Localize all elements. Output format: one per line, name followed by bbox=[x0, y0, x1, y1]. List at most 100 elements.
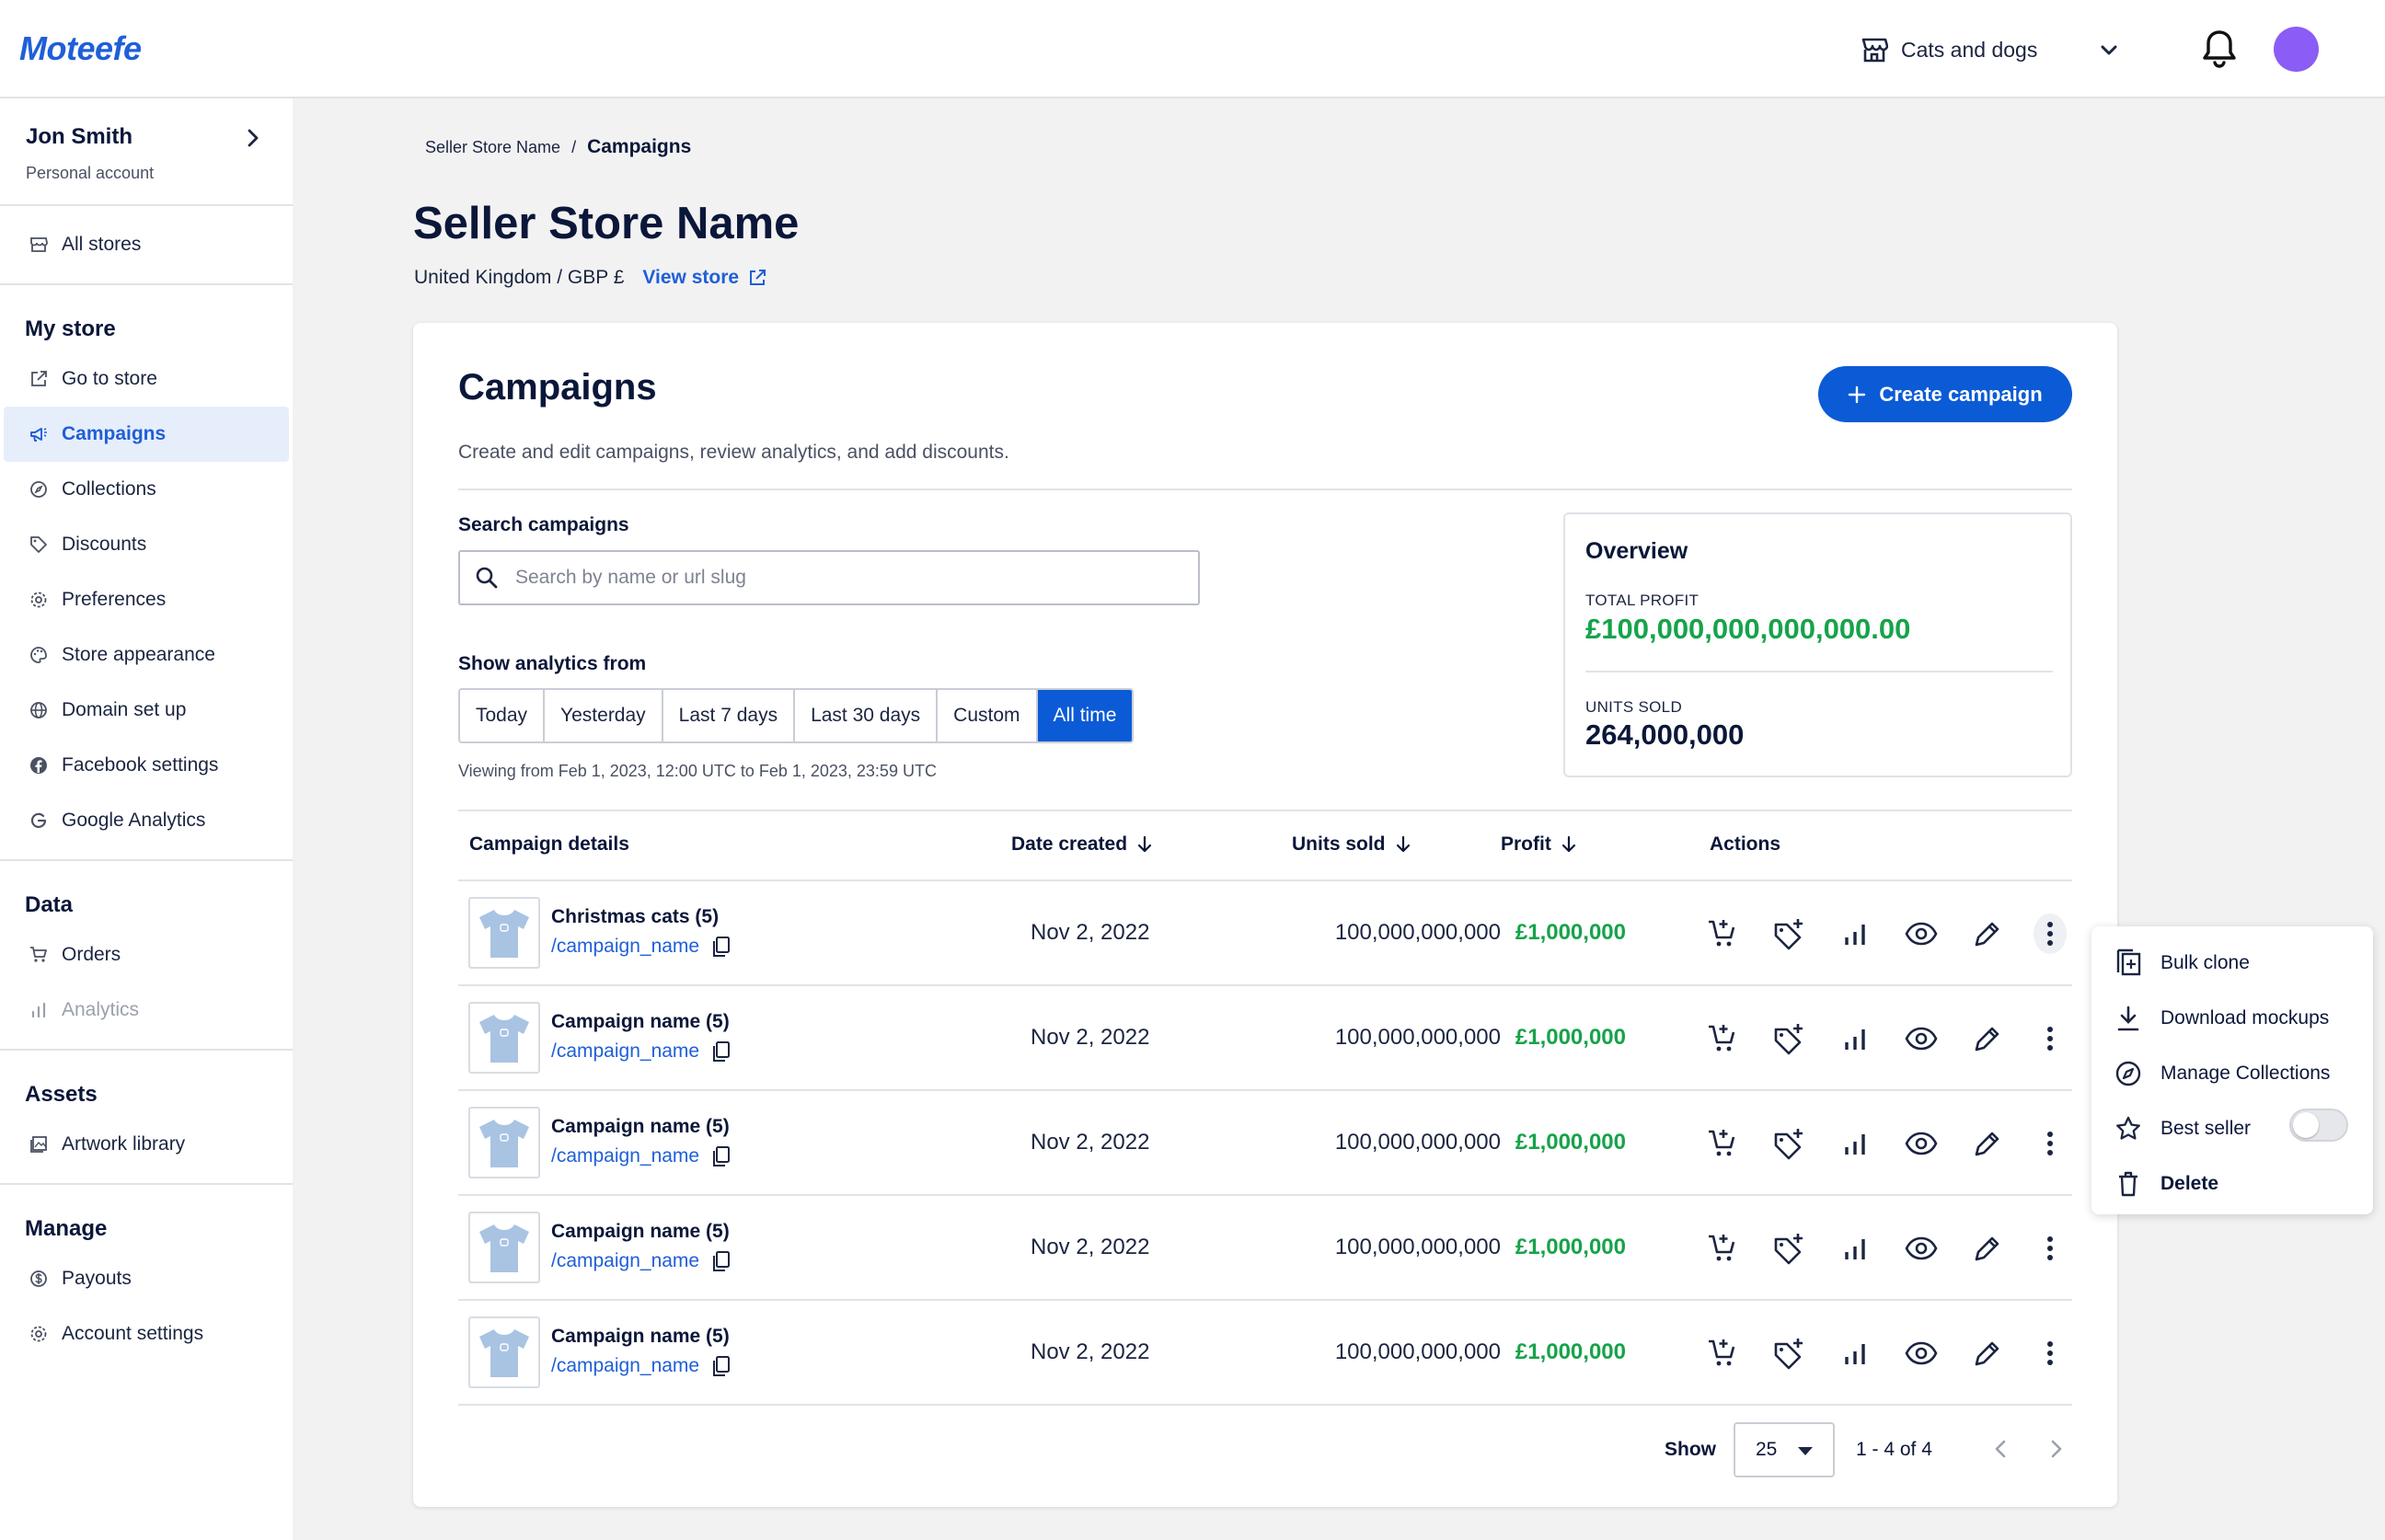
campaign-name[interactable]: Campaign name (5) bbox=[551, 1116, 730, 1137]
add-discount-icon[interactable] bbox=[1769, 1123, 1809, 1164]
sidebar-item-campaigns[interactable]: Campaigns bbox=[4, 407, 289, 462]
sidebar-item-account-settings[interactable]: Account settings bbox=[4, 1306, 289, 1362]
campaign-slug[interactable]: /campaign_name bbox=[551, 1250, 731, 1272]
add-discount-icon[interactable] bbox=[1769, 1333, 1809, 1373]
chevron-right-icon bbox=[241, 126, 265, 150]
edit-icon[interactable] bbox=[1967, 1333, 2008, 1373]
logo[interactable]: Moteefe bbox=[19, 29, 142, 67]
edit-icon[interactable] bbox=[1967, 1018, 2008, 1059]
chevron-left-icon[interactable] bbox=[1989, 1437, 2013, 1461]
best-seller-toggle[interactable] bbox=[2289, 1109, 2348, 1142]
create-campaign-button[interactable]: Create campaign bbox=[1818, 366, 2072, 422]
analytics-icon[interactable] bbox=[1835, 914, 1875, 954]
range-yesterday[interactable]: Yesterday bbox=[545, 690, 663, 741]
bell-icon[interactable] bbox=[2199, 28, 2240, 70]
add-to-cart-icon[interactable] bbox=[1702, 1018, 1743, 1059]
copy-icon[interactable] bbox=[712, 1355, 731, 1377]
more-vertical-icon[interactable] bbox=[2034, 1333, 2067, 1373]
avatar[interactable] bbox=[2274, 27, 2319, 72]
range-last-7-days[interactable]: Last 7 days bbox=[663, 690, 796, 741]
store-switcher[interactable]: Cats and dogs bbox=[1861, 28, 2117, 72]
sidebar-item-google-analytics[interactable]: Google Analytics bbox=[4, 793, 289, 848]
add-discount-icon[interactable] bbox=[1769, 914, 1809, 954]
sidebar-item-facebook-settings[interactable]: Facebook settings bbox=[4, 738, 289, 793]
menu-download-mockups[interactable]: Download mockups bbox=[2114, 1000, 2329, 1037]
eye-icon[interactable] bbox=[1901, 1228, 1941, 1269]
campaign-name[interactable]: Campaign name (5) bbox=[551, 1326, 730, 1347]
chevron-right-icon[interactable] bbox=[2044, 1437, 2068, 1461]
more-vertical-icon[interactable] bbox=[2034, 1123, 2067, 1164]
sidebar-item-discounts[interactable]: Discounts bbox=[4, 517, 289, 572]
analytics-icon[interactable] bbox=[1835, 1228, 1875, 1269]
menu-delete[interactable]: Delete bbox=[2114, 1166, 2218, 1202]
column-profit[interactable]: Profit bbox=[1501, 833, 1577, 856]
campaign-slug[interactable]: /campaign_name bbox=[551, 1355, 731, 1377]
edit-icon[interactable] bbox=[1967, 1123, 2008, 1164]
add-to-cart-icon[interactable] bbox=[1702, 1123, 1743, 1164]
range-today[interactable]: Today bbox=[460, 690, 546, 741]
account-switcher[interactable]: Jon Smith Personal account bbox=[0, 98, 293, 206]
sidebar-item-collections[interactable]: Collections bbox=[4, 462, 289, 517]
range-last-30-days[interactable]: Last 30 days bbox=[795, 690, 939, 741]
campaign-name[interactable]: Campaign name (5) bbox=[551, 1011, 730, 1032]
trash-icon bbox=[2114, 1170, 2142, 1198]
copy-icon[interactable] bbox=[712, 1145, 731, 1167]
eye-icon[interactable] bbox=[1901, 914, 1941, 954]
tshirt-icon bbox=[479, 1015, 529, 1063]
sidebar-item-go-to-store[interactable]: Go to store bbox=[4, 351, 289, 407]
gear-icon bbox=[29, 1325, 48, 1343]
search-box bbox=[458, 550, 1200, 605]
sidebar-heading-assets: Assets bbox=[25, 1082, 98, 1107]
sidebar-item-preferences[interactable]: Preferences bbox=[4, 572, 289, 627]
range-all-time[interactable]: All time bbox=[1037, 690, 1133, 741]
analytics-icon[interactable] bbox=[1835, 1123, 1875, 1164]
column-date-created[interactable]: Date created bbox=[1011, 833, 1153, 856]
edit-icon[interactable] bbox=[1967, 1228, 2008, 1269]
analytics-icon[interactable] bbox=[1835, 1018, 1875, 1059]
add-to-cart-icon[interactable] bbox=[1702, 914, 1743, 954]
per-page-select[interactable]: 25 bbox=[1734, 1422, 1835, 1477]
overview-panel: Overview TOTAL PROFIT £100,000,000,000,0… bbox=[1563, 512, 2072, 777]
column-units-sold[interactable]: Units sold bbox=[1292, 833, 1411, 856]
range-custom[interactable]: Custom bbox=[938, 690, 1038, 741]
more-vertical-icon[interactable] bbox=[2034, 1228, 2067, 1269]
sidebar-item-store-appearance[interactable]: Store appearance bbox=[4, 627, 289, 683]
eye-icon[interactable] bbox=[1901, 1333, 1941, 1373]
campaign-date: Nov 2, 2022 bbox=[1031, 1339, 1150, 1364]
sidebar-item-domain-set-up[interactable]: Domain set up bbox=[4, 683, 289, 738]
campaign-slug[interactable]: /campaign_name bbox=[551, 1145, 731, 1167]
copy-icon[interactable] bbox=[712, 936, 731, 958]
sidebar-item-artwork-library[interactable]: Artwork library bbox=[4, 1117, 289, 1172]
campaign-name[interactable]: Christmas cats (5) bbox=[551, 906, 720, 927]
search-input[interactable] bbox=[515, 567, 1159, 589]
more-vertical-icon[interactable] bbox=[2034, 914, 2067, 954]
sidebar-item-payouts[interactable]: Payouts bbox=[4, 1251, 289, 1306]
more-vertical-icon[interactable] bbox=[2034, 1018, 2067, 1059]
sidebar-item-orders[interactable]: Orders bbox=[4, 927, 289, 983]
breadcrumb-parent[interactable]: Seller Store Name bbox=[425, 137, 561, 156]
sidebar-item-analytics[interactable]: Analytics bbox=[4, 983, 289, 1038]
sidebar-item-all-stores[interactable]: All stores bbox=[4, 217, 289, 272]
edit-icon[interactable] bbox=[1967, 914, 2008, 954]
bar-chart-icon bbox=[29, 1001, 48, 1019]
view-store-link[interactable]: View store bbox=[642, 267, 766, 289]
campaign-date: Nov 2, 2022 bbox=[1031, 1235, 1150, 1259]
eye-icon[interactable] bbox=[1901, 1018, 1941, 1059]
add-to-cart-icon[interactable] bbox=[1702, 1333, 1743, 1373]
copy-icon[interactable] bbox=[712, 1250, 731, 1272]
add-discount-icon[interactable] bbox=[1769, 1228, 1809, 1269]
table-row: Christmas cats (5) /campaign_name Nov 2,… bbox=[458, 881, 2072, 986]
add-discount-icon[interactable] bbox=[1769, 1018, 1809, 1059]
menu-manage-collections[interactable]: Manage Collections bbox=[2114, 1055, 2330, 1092]
sidebar-section-assets: Assets Artwork library bbox=[0, 1051, 293, 1185]
eye-icon[interactable] bbox=[1901, 1123, 1941, 1164]
campaign-name[interactable]: Campaign name (5) bbox=[551, 1221, 730, 1242]
campaign-slug[interactable]: /campaign_name bbox=[551, 936, 731, 958]
sidebar-heading-data: Data bbox=[25, 892, 74, 917]
analytics-icon[interactable] bbox=[1835, 1333, 1875, 1373]
menu-bulk-clone[interactable]: Bulk clone bbox=[2114, 945, 2250, 982]
campaign-slug[interactable]: /campaign_name bbox=[551, 1040, 731, 1063]
copy-icon[interactable] bbox=[712, 1040, 731, 1063]
campaign-profit: £1,000,000 bbox=[1515, 1235, 1626, 1259]
add-to-cart-icon[interactable] bbox=[1702, 1228, 1743, 1269]
